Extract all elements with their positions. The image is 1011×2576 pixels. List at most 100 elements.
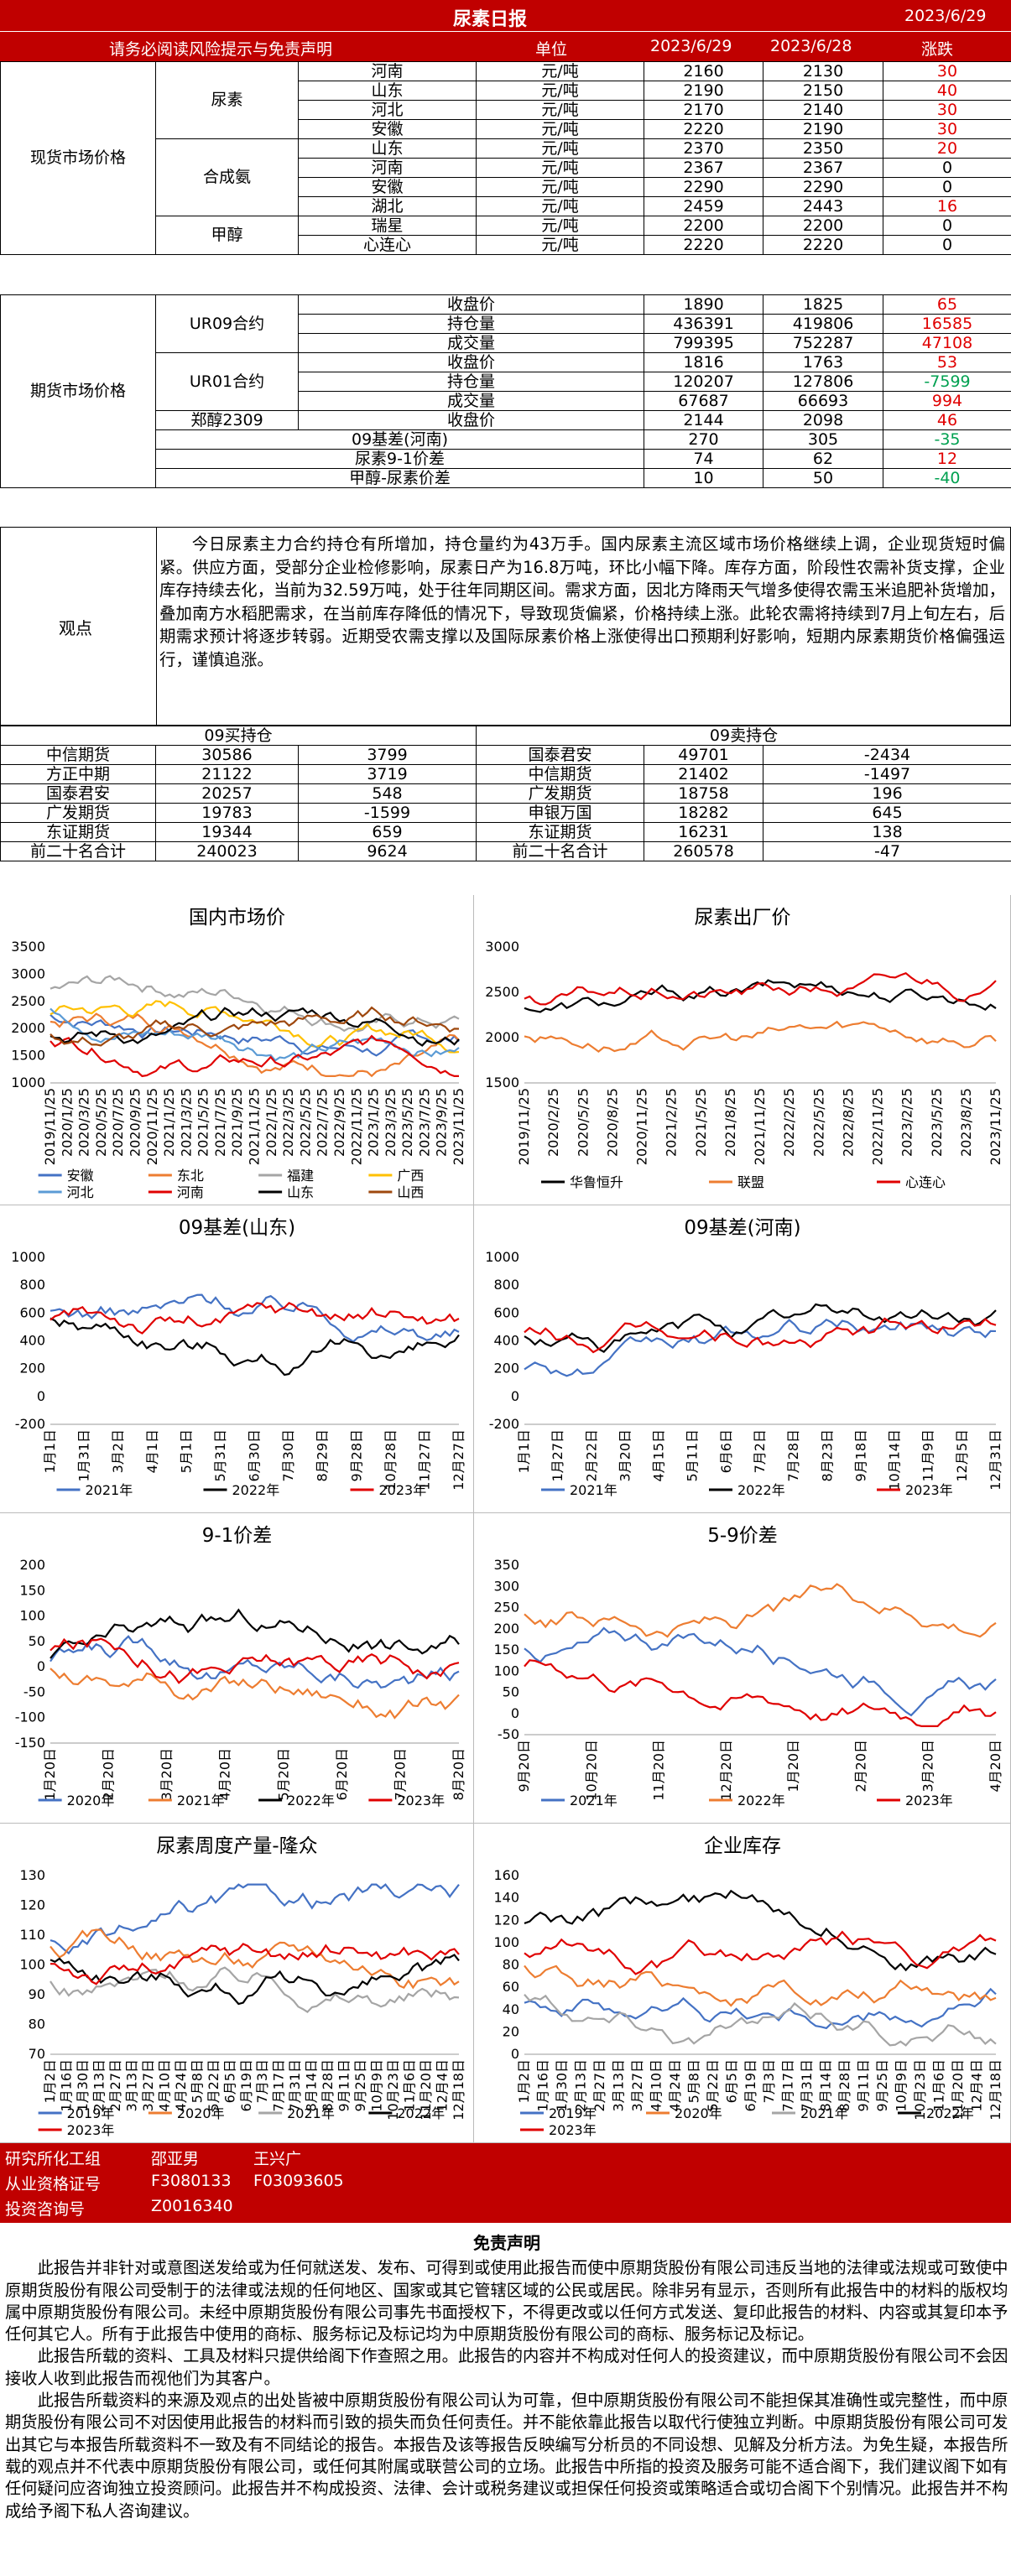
legend-item: 2019年 xyxy=(549,2105,597,2121)
x-tick-label: 5月8日 xyxy=(189,2059,205,2103)
spot-price-table: 现货市场价格 尿素 河南 元/吨 2160 2130 30 山东 元/吨 2190 2150 40 河北… xyxy=(0,61,1011,255)
x-tick-label: 2023/1/25 xyxy=(366,1088,382,1157)
table-row: 河北 元/吨 2170 2140 30 xyxy=(1,100,1011,120)
value-cell: 1890 xyxy=(644,294,764,315)
table-row: 现货市场价格 尿素 河南 元/吨 2160 2130 30 xyxy=(0,61,1011,255)
x-tick-label: 2020/5/25 xyxy=(93,1088,109,1157)
x-tick-label: 3月20日 xyxy=(920,1740,936,1793)
footer-cert-1: F3080133 xyxy=(151,2172,232,2190)
region-cell: 河南 xyxy=(298,61,477,81)
col-date-2: 2023/6/28 xyxy=(770,37,852,55)
legend-item: 2021年 xyxy=(287,2105,335,2121)
table-row: 河南 元/吨 2367 2367 0 xyxy=(1,158,1011,178)
value-cell: 2200 xyxy=(644,216,763,236)
contract-label: 郑醇2309 xyxy=(155,410,299,430)
change-cell: 0 xyxy=(883,235,1011,255)
x-tick-label: 7月17日 xyxy=(780,2059,796,2112)
x-tick-label: 2021/5/25 xyxy=(693,1088,709,1157)
x-tick-label: 3月27日 xyxy=(629,2059,645,2112)
value-cell: 2459 xyxy=(644,196,763,216)
series-line xyxy=(50,1943,460,1985)
title-bar: 尿素日报 2023/6/29 xyxy=(0,0,1011,31)
y-tick-label: 200 xyxy=(19,1361,45,1376)
x-tick-label: 2021/1/25 xyxy=(161,1088,177,1157)
table-row: 甲醇-尿素价差 10 50 -40 xyxy=(1,468,1011,488)
change-cell: 47108 xyxy=(883,333,1011,353)
x-tick-label: 4月10日 xyxy=(156,2059,172,2112)
unit-cell: 元/吨 xyxy=(476,235,644,255)
chart-7: 尿素周度产量-隆众 130 120 110 100 90 80 70 1月2日 1月16日 1月30… xyxy=(0,1824,474,2143)
value-cell: 19344 xyxy=(155,822,299,842)
value-cell: 2098 xyxy=(763,410,884,430)
x-tick-label: 11月20日 xyxy=(950,2059,966,2121)
x-tick-label: 4月1日 xyxy=(144,1429,160,1473)
unit-cell: 元/吨 xyxy=(476,158,644,178)
value-cell: 752287 xyxy=(763,333,884,353)
x-tick-label: 8月28日 xyxy=(320,2059,336,2112)
legend-item: 东北 xyxy=(177,1168,204,1184)
x-tick-label: 10月20日 xyxy=(583,1740,599,1801)
x-tick-label: 6月19日 xyxy=(743,2059,758,2112)
x-tick-label: 2019/11/25 xyxy=(516,1088,532,1165)
section-label: 期货市场价格 xyxy=(0,294,156,488)
analyst-footer: 研究所化工组 邵亚男 王兴广 从业资格证号 F3080133 F03093605… xyxy=(0,2143,1011,2223)
x-tick-label: 2月20日 xyxy=(101,1748,117,1801)
legend-item: 2021年 xyxy=(177,1793,225,1808)
table-row: 09买持仓 09卖持仓 xyxy=(0,726,1011,746)
x-tick-label: 11月20日 xyxy=(651,1740,667,1801)
value-cell: 270 xyxy=(644,429,764,450)
x-tick-label: 9月18日 xyxy=(852,1429,868,1482)
x-tick-label: 7月30日 xyxy=(280,1429,296,1482)
y-tick-label: 0 xyxy=(511,2046,519,2062)
unit-cell: 元/吨 xyxy=(476,119,644,139)
series-line xyxy=(50,1317,460,1376)
value-cell: 120207 xyxy=(644,372,764,392)
x-tick-label: 2020/7/25 xyxy=(110,1088,126,1157)
x-tick-label: 1月1日 xyxy=(516,1429,532,1473)
x-tick-label: 2023/7/25 xyxy=(416,1088,432,1157)
x-tick-label: 2023/11/25 xyxy=(451,1088,466,1165)
footer-consult-label: 投资咨询号 xyxy=(5,2200,86,2219)
x-tick-label: 1月30日 xyxy=(75,2059,91,2112)
table-row: 甲醇 瑞星 元/吨 2200 2200 0 xyxy=(1,216,1011,255)
legend-item: 2020年 xyxy=(177,2105,225,2121)
table-row: 广发期货 19783 -1599 申银万国 18282 645 xyxy=(0,803,1011,823)
legend-item: 2023年 xyxy=(67,2122,115,2138)
y-tick-label: 0 xyxy=(37,1388,45,1404)
table-row: 期货市场价格 UR09合约 收盘价 1890 1825 65 xyxy=(0,294,1011,488)
legend-item: 2022年 xyxy=(737,1793,785,1808)
legend-item: 2023年 xyxy=(905,1793,953,1808)
chart-4: 09基差(河南) 1000 800 600 400 200 0 -200 1月1日 1月27日 2月… xyxy=(474,1205,1011,1513)
x-tick-label: 11月6日 xyxy=(402,2059,418,2112)
series-line xyxy=(50,975,460,1033)
change-cell: 40 xyxy=(883,81,1011,101)
y-tick-label: 0 xyxy=(511,1388,519,1404)
x-tick-label: 6月5日 xyxy=(221,2059,237,2103)
legend-item: 2020年 xyxy=(67,1793,115,1808)
value-cell: 3799 xyxy=(297,745,477,765)
x-tick-label: 8月14日 xyxy=(304,2059,320,2112)
footer-analyst-1: 邵亚男 xyxy=(151,2150,200,2168)
y-tick-label: 250 xyxy=(493,1600,519,1616)
y-tick-label: 70 xyxy=(29,2046,45,2062)
x-tick-label: 9月11日 xyxy=(856,2059,872,2112)
footer-consult-no: Z0016340 xyxy=(151,2197,233,2215)
x-tick-label: 2月27日 xyxy=(591,2059,607,2112)
value-cell: 3719 xyxy=(297,764,477,784)
x-tick-label: 2月22日 xyxy=(583,1429,599,1482)
value-cell: 66693 xyxy=(763,391,884,411)
y-tick-label: 600 xyxy=(19,1304,45,1320)
value-cell: 67687 xyxy=(644,391,764,411)
x-tick-label: 10月14日 xyxy=(887,1429,903,1491)
y-tick-label: 600 xyxy=(493,1304,519,1320)
x-tick-label: 12月18日 xyxy=(988,2059,1003,2121)
series-line xyxy=(50,1608,460,1659)
x-tick-label: 2021/3/25 xyxy=(178,1088,194,1157)
x-tick-label: 2022/11/25 xyxy=(348,1088,364,1165)
y-tick-label: 200 xyxy=(493,1621,519,1637)
legend-item: 2021年 xyxy=(800,2105,848,2121)
disclaimer-link[interactable]: 请务必阅读风险提示与免责声明 xyxy=(109,40,333,59)
x-tick-label: 4月15日 xyxy=(651,1429,667,1482)
y-tick-label: 2000 xyxy=(485,1029,519,1045)
region-cell: 心连心 xyxy=(298,235,477,255)
